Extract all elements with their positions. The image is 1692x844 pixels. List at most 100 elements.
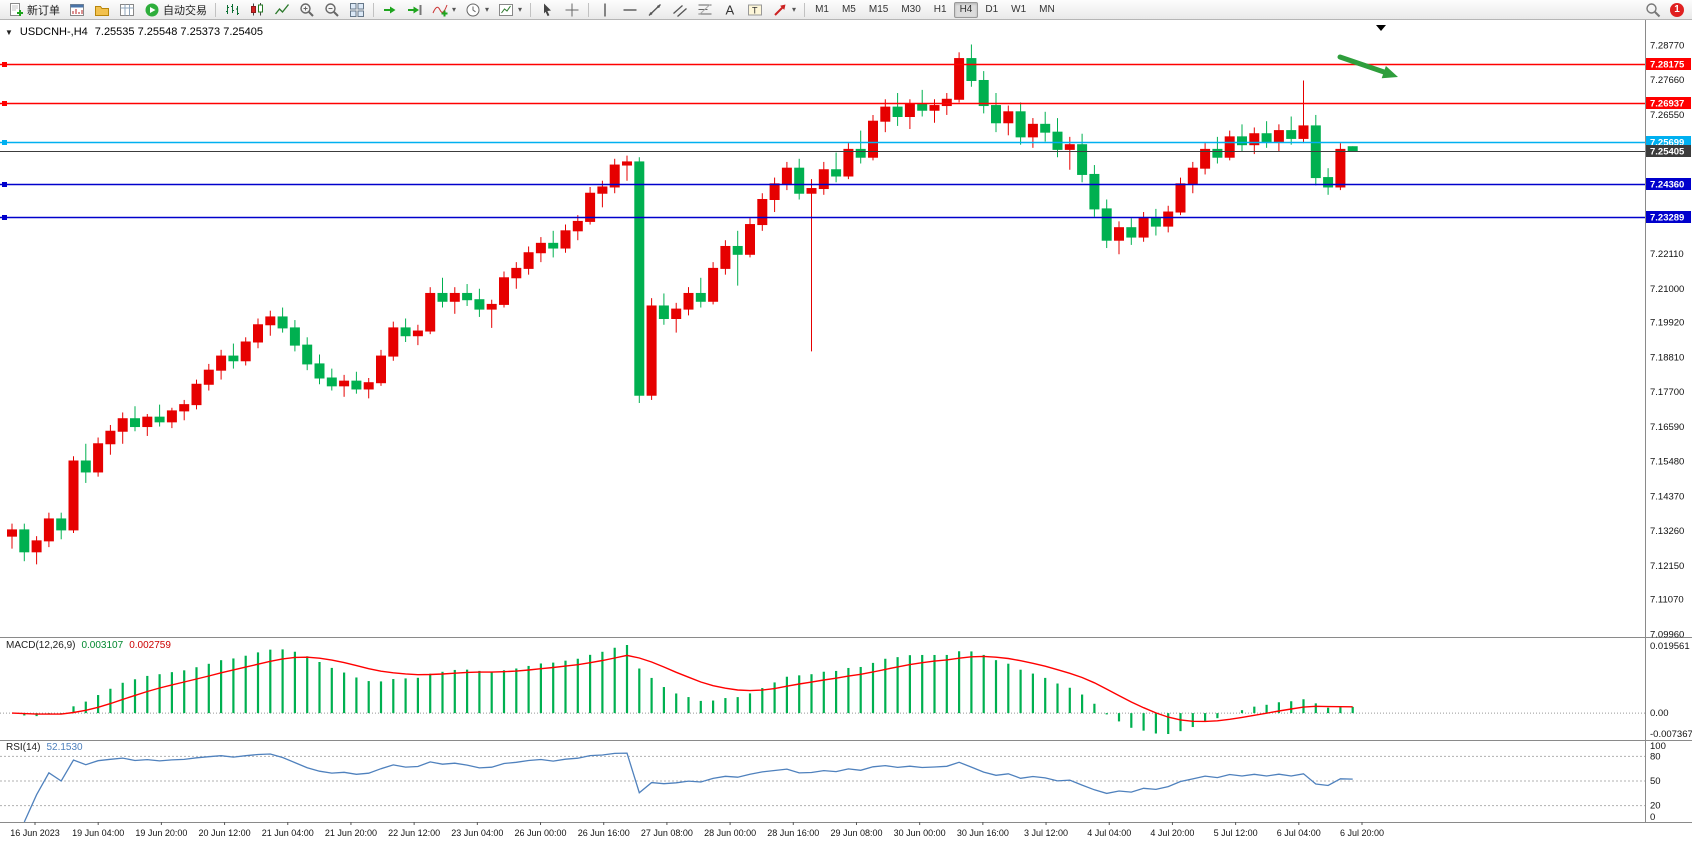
data-window-button[interactable]: [115, 1, 139, 19]
macd-axis-label: 0.019561: [1650, 641, 1690, 652]
candle: [474, 299, 485, 310]
candle: [609, 164, 620, 188]
candle: [154, 416, 165, 423]
profiles-button[interactable]: [90, 1, 114, 19]
trend-arrow-head[interactable]: [1381, 66, 1398, 79]
trend-arrow[interactable]: [1337, 54, 1387, 75]
templates-button[interactable]: ▾: [494, 1, 526, 19]
price-axis-label: 7.17700: [1650, 387, 1684, 398]
candle: [535, 242, 546, 254]
rsi-name: RSI(14): [6, 742, 41, 753]
candle: [302, 344, 313, 365]
arrows-button[interactable]: ▾: [768, 1, 800, 19]
zoom-out-button[interactable]: [320, 1, 344, 19]
chart-window[interactable]: 7.28770 7.27660 7.26550 7.22110 7.21000 7.199…: [0, 20, 1692, 844]
timeframe-h4-button[interactable]: H4: [953, 1, 979, 18]
dropdown-arrow-icon[interactable]: ▾: [485, 5, 490, 14]
time-axis-label: 29 Jun 08:00: [830, 828, 882, 838]
time-axis-label: 6 Jul 04:00: [1277, 828, 1321, 838]
candle: [117, 418, 128, 432]
price-axis-label: 7.12150: [1650, 561, 1684, 572]
fibonacci-icon: [697, 2, 713, 18]
horizontal-line-button[interactable]: [618, 1, 642, 19]
fibonacci-button[interactable]: [693, 1, 717, 19]
text-icon: A: [722, 2, 738, 18]
crosshair-button[interactable]: [560, 1, 584, 19]
time-axis-label: 23 Jun 04:00: [451, 828, 503, 838]
candle: [80, 460, 91, 473]
time-axis-label: 16 Jun 2023: [10, 828, 60, 838]
price-badge-label: 7.23289: [1650, 213, 1684, 224]
price-axis-label: 7.27660: [1650, 75, 1684, 86]
candle: [1237, 136, 1247, 146]
new-order-label: 新订单: [27, 4, 60, 17]
trendline-button[interactable]: [643, 1, 667, 19]
notification-badge[interactable]: 1: [1670, 2, 1684, 17]
price-badge: [1646, 97, 1691, 109]
candle: [1015, 111, 1026, 138]
crosshair-icon: [564, 2, 580, 18]
indicators-button[interactable]: ▾: [428, 1, 460, 19]
candle: [904, 103, 915, 118]
rsi-axis-label: 0: [1650, 812, 1655, 823]
time-axis-label: 27 Jun 08:00: [641, 828, 693, 838]
chart-canvas[interactable]: 7.28770 7.27660 7.26550 7.22110 7.21000 7.199…: [0, 20, 1692, 844]
macd-signal-line: [11, 654, 1353, 723]
timeframe-mn-button[interactable]: MN: [1039, 4, 1055, 15]
cursor-button[interactable]: [535, 1, 559, 19]
text-button[interactable]: A: [718, 1, 742, 19]
candle: [1126, 227, 1137, 238]
price-badge: [1646, 58, 1691, 70]
zoom-in-button[interactable]: [295, 1, 319, 19]
candle: [1249, 133, 1260, 146]
candle: [486, 303, 497, 310]
price-axis-label: 7.21000: [1650, 284, 1684, 295]
bar-chart-icon: [224, 2, 240, 18]
price-axis-label: 7.19920: [1650, 318, 1684, 329]
new-order-button[interactable]: 新订单: [4, 1, 64, 19]
timeframe-m1-button[interactable]: M1: [815, 4, 829, 15]
dropdown-arrow-icon[interactable]: ▾: [518, 5, 523, 14]
indicators-icon: [432, 2, 448, 18]
line-chart-button[interactable]: [270, 1, 294, 19]
candle: [240, 341, 251, 362]
time-axis-label: 26 Jun 16:00: [578, 828, 630, 838]
autotrading-button[interactable]: 自动交易: [140, 1, 211, 19]
auto-scroll-button[interactable]: [378, 1, 402, 19]
level-handle: [2, 101, 7, 106]
charts-button[interactable]: [65, 1, 89, 19]
text-label-button[interactable]: T: [743, 1, 767, 19]
search-button[interactable]: [1641, 1, 1665, 19]
dropdown-arrow-icon[interactable]: ▾: [452, 5, 457, 14]
dropdown-arrow-icon[interactable]: ▾: [792, 5, 797, 14]
timeframe-w1-button[interactable]: W1: [1011, 4, 1027, 15]
price-axis-label: 7.28770: [1650, 40, 1684, 51]
timeframe-m5-button[interactable]: M5: [841, 4, 856, 15]
candle: [1224, 136, 1235, 158]
chart-shift-marker-icon: [1376, 25, 1386, 31]
timeframe-h1-button[interactable]: H1: [933, 4, 947, 15]
chart-collapse-icon[interactable]: ▼: [5, 27, 13, 37]
timeframe-m15-button[interactable]: M15: [868, 4, 889, 15]
candle: [253, 324, 263, 343]
candle: [843, 148, 854, 177]
candle: [757, 198, 768, 226]
chart-shift-button[interactable]: [403, 1, 427, 19]
candle: [56, 518, 67, 531]
price-axis-label: 7.15480: [1650, 457, 1684, 468]
bar-chart-button[interactable]: [220, 1, 244, 19]
candle: [1163, 211, 1174, 227]
candlestick-chart-icon: [249, 2, 265, 18]
candle: [105, 430, 116, 445]
candlestick-chart-button[interactable]: [245, 1, 269, 19]
macd-axis-label: 0.00: [1650, 708, 1669, 719]
candle: [1040, 123, 1051, 133]
tile-windows-button[interactable]: [345, 1, 369, 19]
equidistant-channel-button[interactable]: [668, 1, 692, 19]
timeframe-m30-button[interactable]: M30: [901, 4, 921, 15]
candle: [425, 292, 436, 332]
periods-icon: [465, 2, 481, 18]
vertical-line-button[interactable]: [593, 1, 617, 19]
periods-button[interactable]: ▾: [461, 1, 493, 19]
timeframe-d1-button[interactable]: D1: [985, 4, 999, 15]
